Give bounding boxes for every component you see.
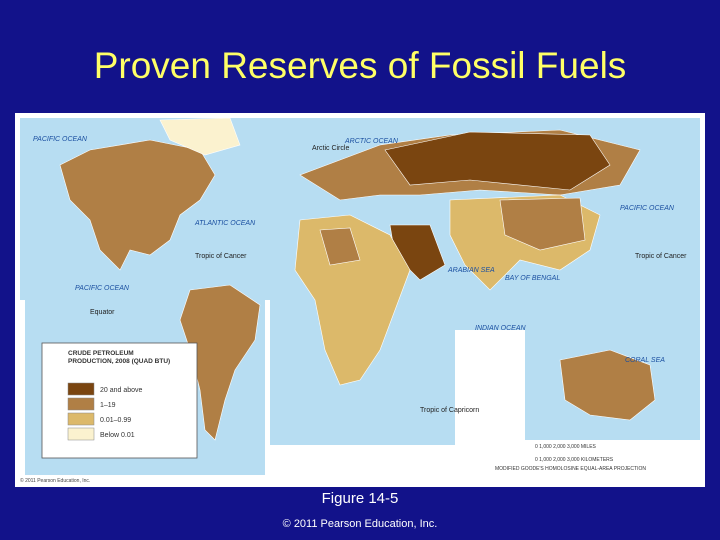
- legend-swatch: [67, 412, 95, 426]
- map-credit: © 2011 Pearson Education, Inc.: [20, 477, 90, 484]
- map-label: INDIAN OCEAN: [475, 325, 527, 332]
- figure-caption: Figure 14-5: [322, 490, 399, 507]
- slide-title: Proven Reserves of Fossil Fuels: [94, 45, 627, 86]
- land: [559, 349, 656, 421]
- legend-label: Below 0.01: [100, 432, 135, 439]
- legend-label: 0.01–0.99: [100, 417, 131, 424]
- map-projection: MODIFIED GOODE'S HOMOLOSINE EQUAL-AREA P…: [495, 466, 646, 472]
- land: [159, 117, 241, 156]
- land: [319, 227, 361, 266]
- legend-swatch: [67, 382, 95, 396]
- map-label: ARCTIC OCEAN: [344, 138, 399, 145]
- map-label: Tropic of Capricorn: [420, 407, 479, 414]
- land: [384, 131, 611, 191]
- land: [294, 214, 411, 386]
- map-label: Arctic Circle: [312, 145, 349, 152]
- map: Arctic Circle ARCTIC OCEAN PACIFIC OCEAN…: [15, 113, 705, 487]
- copyright: © 2011 Pearson Education, Inc.: [283, 518, 438, 530]
- scale-miles: 0 1,000 2,000 3,000 MILES: [535, 444, 597, 450]
- map-label: BAY OF BENGAL: [505, 275, 560, 282]
- map-label: ARABIAN SEA: [447, 267, 495, 274]
- scale-km: 0 1,000 2,000 3,000 KILOMETERS: [535, 457, 614, 463]
- map-label: Tropic of Cancer: [195, 253, 247, 260]
- legend-swatch: [67, 427, 95, 441]
- legend-swatch: [67, 397, 95, 411]
- legend-label: 1–19: [100, 402, 116, 409]
- map-label: Tropic of Cancer: [635, 253, 687, 260]
- map-label: PACIFIC OCEAN: [75, 285, 130, 292]
- legend-label: 20 and above: [100, 387, 143, 394]
- legend-title: CRUDE PETROLEUM PRODUCTION, 2008 (QUAD BT…: [68, 350, 170, 365]
- map-label: ATLANTIC OCEAN: [194, 220, 256, 227]
- map-label: Equator: [90, 309, 115, 316]
- map-label: PACIFIC OCEAN: [33, 136, 88, 143]
- land: [499, 197, 586, 251]
- map-label: PACIFIC OCEAN: [620, 205, 675, 212]
- legend: CRUDE PETROLEUM PRODUCTION, 2008 (QUAD BT…: [41, 342, 198, 459]
- map-label: CORAL SEA: [625, 357, 665, 364]
- land: [59, 139, 216, 271]
